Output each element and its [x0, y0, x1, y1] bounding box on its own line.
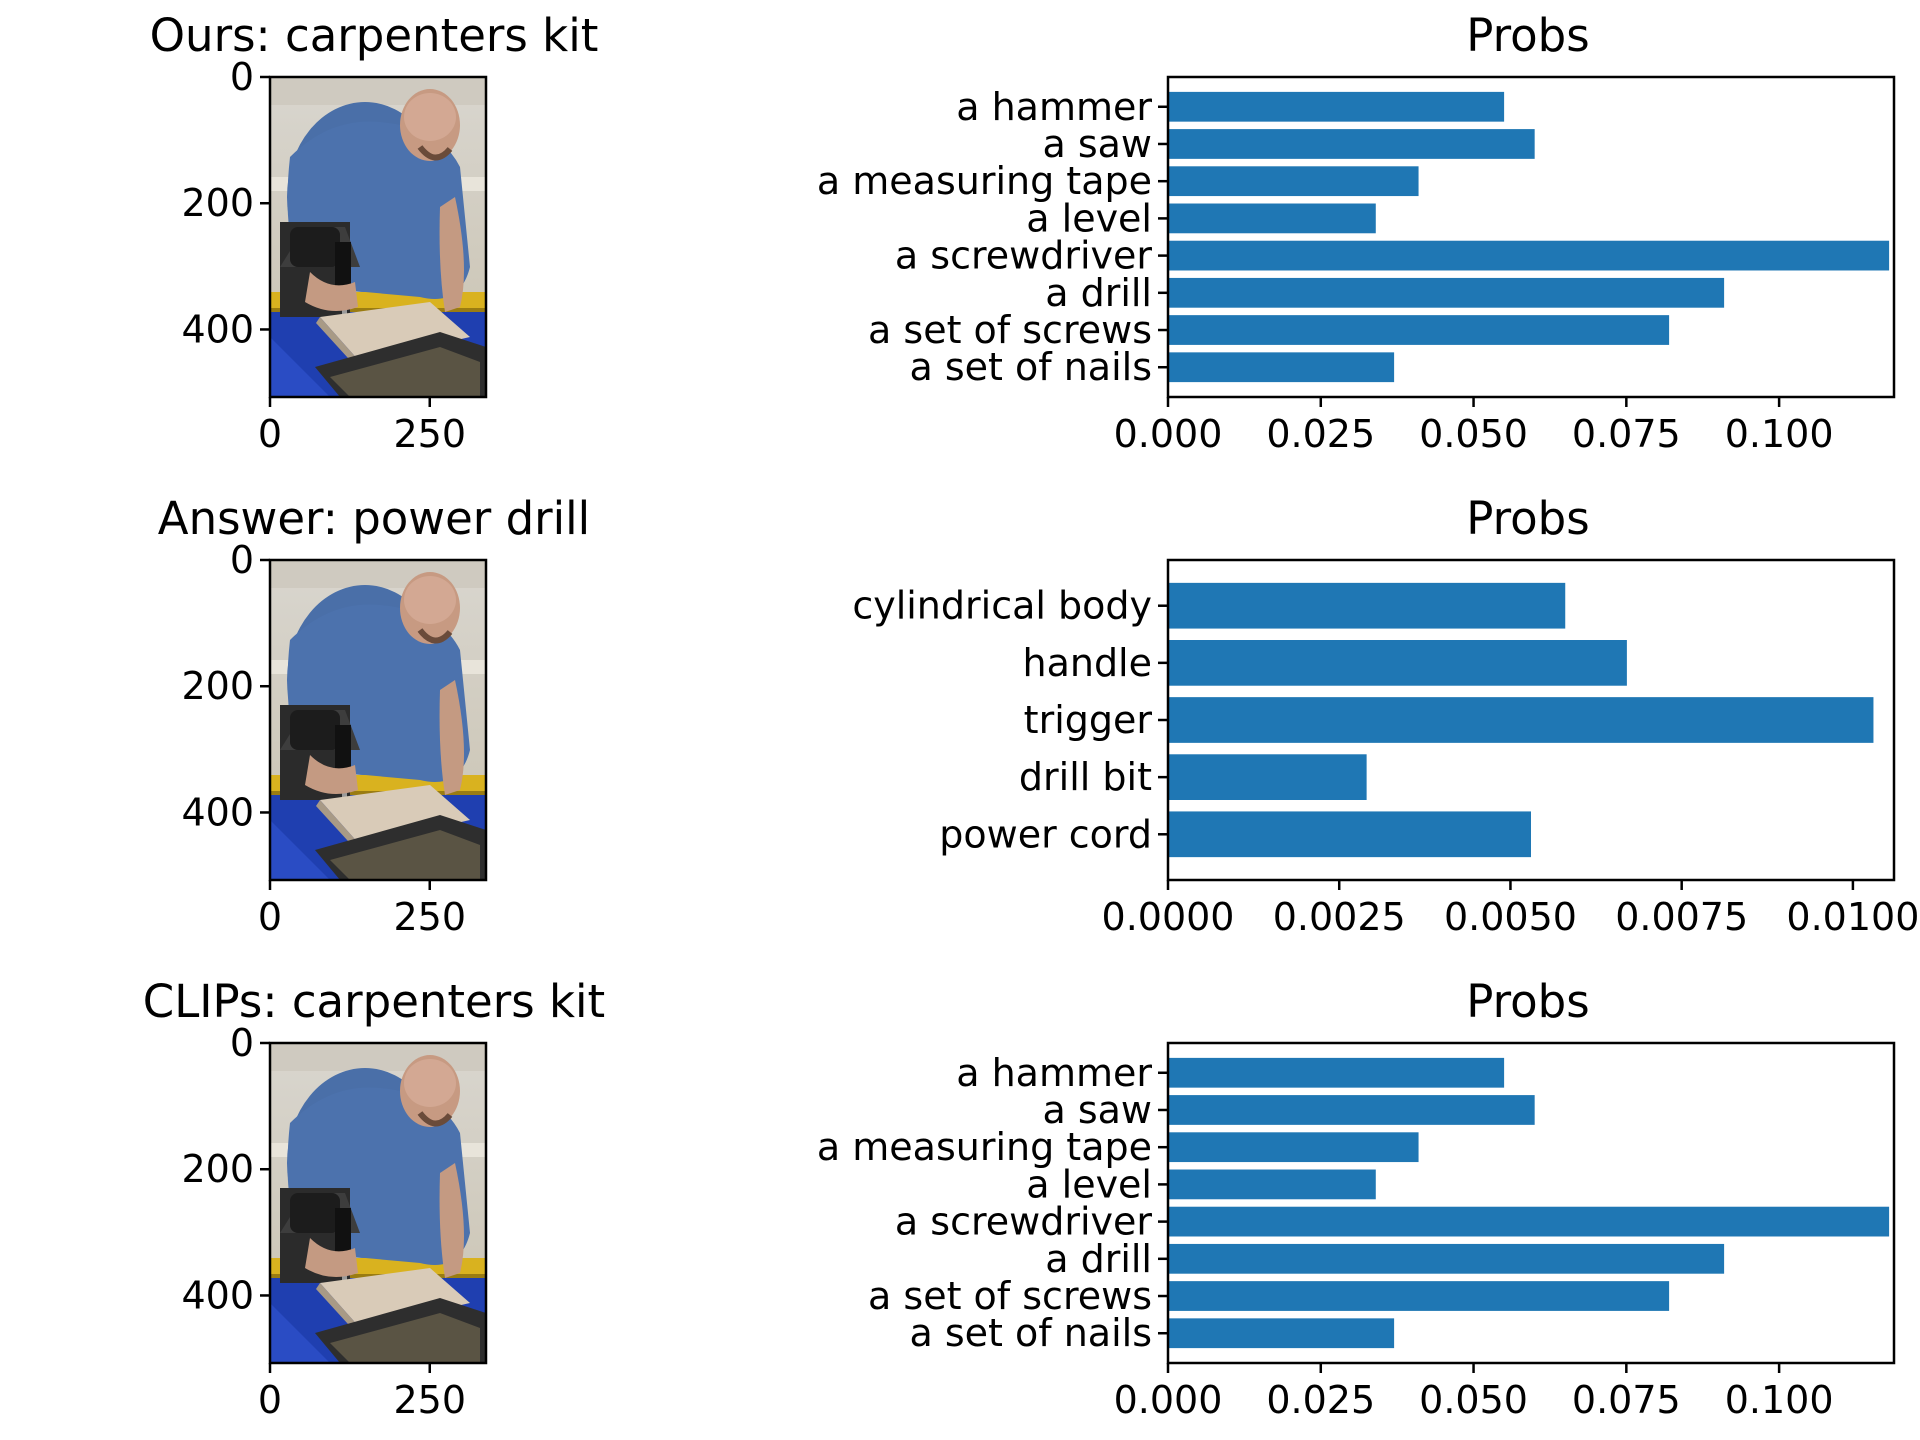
photo-image	[270, 1043, 486, 1363]
image-frame	[268, 558, 488, 882]
image-ytick-label: 0	[230, 1021, 254, 1065]
image-xtick-label: 0	[258, 1378, 282, 1422]
category-label: a measuring tape	[817, 159, 1152, 203]
value-tick-label: 0.0025	[1273, 895, 1406, 939]
value-tick-label: 0.0075	[1615, 895, 1748, 939]
value-tick-label: 0.0100	[1786, 895, 1919, 939]
chart-frame	[1166, 558, 1896, 882]
category-label: a hammer	[956, 85, 1152, 129]
image-ytick-label: 200	[181, 1147, 254, 1191]
image-ytick-label: 400	[181, 1273, 254, 1317]
value-tick-label: 0.100	[1725, 1378, 1834, 1422]
bar	[1168, 1057, 1505, 1088]
category-label: a drill	[1045, 271, 1152, 315]
bar	[1168, 1169, 1376, 1200]
category-label: a set of nails	[909, 1311, 1152, 1355]
image-ytick-label: 0	[230, 538, 254, 582]
image-title: Ours: carpenters kit	[150, 9, 599, 62]
category-label: handle	[1022, 641, 1152, 685]
category-label: a set of screws	[868, 308, 1152, 352]
category-label: a measuring tape	[817, 1125, 1152, 1169]
value-tick-label: 0.100	[1725, 412, 1834, 456]
value-tick-label: 0.075	[1572, 412, 1681, 456]
bar	[1168, 1095, 1535, 1125]
bar	[1168, 754, 1367, 800]
value-tick-label: 0.0050	[1444, 895, 1577, 939]
bar	[1168, 203, 1376, 234]
image-title: CLIPs: carpenters kit	[143, 975, 605, 1028]
value-tick-label: 0.000	[1114, 412, 1223, 456]
category-label: a hammer	[956, 1051, 1152, 1095]
category-label: a level	[1026, 196, 1152, 240]
bar	[1168, 1132, 1419, 1163]
chart-title: Probs	[1466, 975, 1589, 1028]
bar	[1168, 1243, 1725, 1274]
category-label: a saw	[1042, 122, 1152, 166]
category-label: a screwdriver	[895, 234, 1152, 278]
image-ytick-label: 400	[181, 307, 254, 351]
image-xtick-label: 250	[393, 1378, 466, 1422]
bar	[1168, 91, 1505, 122]
value-tick-label: 0.0000	[1102, 895, 1235, 939]
category-label: drill bit	[1019, 755, 1152, 799]
bar	[1168, 129, 1535, 159]
category-label: trigger	[1024, 698, 1153, 742]
image-ytick-label: 200	[181, 664, 254, 708]
image-xtick-label: 250	[393, 895, 466, 939]
bar	[1168, 315, 1670, 345]
image-title: Answer: power drill	[158, 492, 590, 545]
chart-frame	[1166, 1041, 1896, 1365]
image-xtick-label: 250	[393, 412, 466, 456]
image-frame	[268, 75, 488, 399]
bar	[1168, 697, 1874, 743]
category-label: a level	[1026, 1162, 1152, 1206]
value-tick-label: 0.025	[1266, 1378, 1375, 1422]
image-xtick-label: 0	[258, 412, 282, 456]
bar	[1168, 1281, 1670, 1311]
category-label: power cord	[939, 812, 1152, 856]
value-tick-label: 0.050	[1419, 1378, 1528, 1422]
bar	[1168, 1318, 1395, 1349]
value-tick-label: 0.000	[1114, 1378, 1223, 1422]
image-xtick-label: 0	[258, 895, 282, 939]
category-label: a set of nails	[909, 345, 1152, 389]
category-label: cylindrical body	[852, 584, 1152, 628]
bar	[1168, 352, 1395, 383]
value-tick-label: 0.050	[1419, 412, 1528, 456]
image-ytick-label: 400	[181, 790, 254, 834]
bar	[1168, 811, 1531, 858]
image-ytick-label: 200	[181, 181, 254, 225]
value-tick-label: 0.075	[1572, 1378, 1681, 1422]
bar	[1168, 640, 1627, 686]
category-label: a drill	[1045, 1237, 1152, 1281]
category-label: a saw	[1042, 1088, 1152, 1132]
chart-title: Probs	[1466, 492, 1589, 545]
bar	[1168, 166, 1419, 197]
bar	[1168, 1206, 1890, 1237]
photo-image	[270, 77, 486, 397]
image-frame	[268, 1041, 488, 1365]
bar	[1168, 582, 1566, 629]
image-ytick-label: 0	[230, 55, 254, 99]
bar-chart: Probs cylindrical body handle trigger drill …	[852, 492, 1919, 939]
category-label: a screwdriver	[895, 1200, 1152, 1244]
value-tick-label: 0.025	[1266, 412, 1375, 456]
chart-title: Probs	[1466, 9, 1589, 62]
bar	[1168, 277, 1725, 308]
photo-image	[270, 560, 486, 880]
chart-frame	[1166, 75, 1896, 399]
category-label: a set of screws	[868, 1274, 1152, 1318]
bar	[1168, 240, 1890, 271]
